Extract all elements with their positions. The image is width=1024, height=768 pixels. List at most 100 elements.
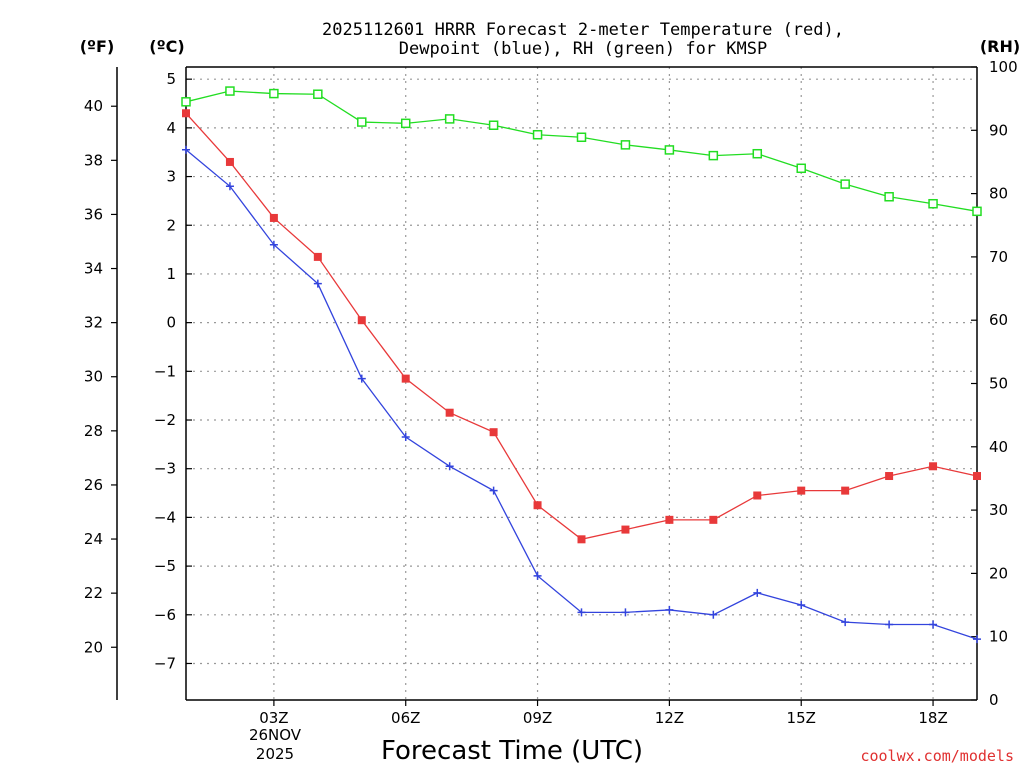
temperature-point: [753, 491, 762, 500]
dewpoint-point: [357, 374, 366, 383]
dewpoint-point: [929, 620, 938, 629]
x-tick-label: 09Z: [523, 709, 552, 727]
dewpoint-point: [885, 620, 894, 629]
rh-tick-label: 60: [989, 311, 1008, 329]
rh-line: [185, 90, 978, 212]
celsius-unit-label: (ºC): [149, 37, 184, 56]
rh-tick-label: 50: [989, 375, 1008, 393]
rh-point: [269, 88, 279, 99]
x-tick-label: 03Z: [259, 709, 288, 727]
c-tick-label: 0: [166, 314, 176, 332]
c-tick-label: 3: [166, 168, 176, 186]
dewpoint-point: [445, 462, 454, 471]
credit-link[interactable]: coolwx.com/models: [860, 747, 1014, 765]
temperature-point: [621, 525, 630, 534]
temperature-point: [577, 535, 586, 544]
f-tick-label: 38: [84, 151, 103, 169]
temperature-point: [709, 515, 718, 524]
x-tick-label: 18Z: [918, 709, 947, 727]
temperature-line: [185, 112, 978, 541]
data-series: [181, 86, 982, 644]
dewpoint-point: [973, 635, 981, 644]
c-tick-label: 5: [166, 70, 176, 88]
dewpoint-point: [533, 571, 542, 580]
f-tick-label: 32: [84, 314, 103, 332]
rh-point: [752, 148, 763, 159]
temperature-point: [929, 462, 938, 471]
rh-tick-label: 10: [989, 628, 1008, 646]
f-tick-label: 36: [84, 205, 103, 223]
rh-point: [444, 114, 455, 124]
rh-tick-label: 100: [989, 58, 1018, 76]
rh-point: [532, 129, 543, 140]
rh-point: [488, 120, 499, 130]
rh-tick-label: 20: [989, 564, 1008, 582]
rh-point: [357, 117, 367, 127]
c-tick-label: −7: [154, 654, 176, 672]
rh-tick-label: 0: [989, 691, 999, 709]
temperature-point: [445, 408, 454, 417]
chart-title-line2: Dewpoint (blue), RH (green) for KMSP: [399, 39, 767, 59]
temperature-point: [225, 157, 234, 166]
temperature-point: [182, 109, 190, 118]
rh-point: [620, 140, 631, 150]
temperature-point: [401, 374, 410, 383]
rh-tick-label: 90: [989, 121, 1008, 139]
rh-point: [664, 145, 675, 155]
c-tick-label: −4: [154, 508, 176, 526]
dewpoint-point: [621, 608, 630, 617]
c-tick-label: −3: [154, 460, 176, 478]
x-axis-label: Forecast Time (UTC): [381, 736, 643, 766]
rh-point: [884, 192, 894, 202]
dewpoint-point: [709, 610, 718, 619]
dewpoint-point: [313, 279, 322, 288]
date-label-line1: 26NOV: [249, 726, 302, 744]
temperature-point: [313, 252, 322, 261]
rh-point: [400, 118, 411, 129]
x-tick-label: 06Z: [391, 709, 420, 727]
rh-tick-label: 40: [989, 438, 1008, 456]
f-tick-label: 28: [84, 422, 103, 440]
rh-series: [181, 86, 982, 217]
temperature-point: [841, 486, 850, 495]
rh-point: [708, 150, 719, 161]
dewpoint-point: [489, 486, 498, 495]
rh-point: [796, 163, 806, 174]
f-tick-label: 26: [84, 476, 103, 494]
date-label-line2: 2025: [256, 745, 294, 763]
f-tick-label: 34: [84, 260, 103, 278]
f-tick-label: 24: [84, 530, 103, 548]
f-tick-label: 30: [84, 368, 103, 386]
rh-tick-label: 80: [989, 185, 1008, 203]
rh-point: [928, 198, 938, 209]
rh-point: [840, 179, 850, 189]
dewpoint-point: [665, 605, 674, 614]
c-tick-label: 2: [166, 216, 176, 234]
axes: [111, 66, 978, 706]
dewpoint-point: [401, 433, 410, 442]
tick-labels: 03Z 06Z 09Z 12Z 15Z 18Z543210−1−2−3−4−5−6−740…: [84, 58, 1018, 727]
chart-title-line1: 2025112601 HRRR Forecast 2-meter Tempera…: [322, 20, 844, 40]
temperature-point: [533, 501, 542, 510]
c-tick-label: −2: [154, 411, 176, 429]
rh-point: [313, 89, 323, 99]
x-tick-label: 12Z: [655, 709, 684, 727]
grid-lines: [186, 67, 977, 700]
temperature-series: [182, 109, 981, 544]
rh-tick-label: 30: [989, 501, 1008, 519]
temperature-point: [885, 472, 894, 481]
temperature-point: [665, 515, 674, 524]
f-tick-label: 40: [84, 97, 103, 115]
dewpoint-point: [225, 182, 234, 191]
temperature-point: [489, 428, 498, 437]
dewpoint-point: [753, 588, 762, 597]
dewpoint-point: [269, 240, 278, 249]
dewpoint-point: [797, 601, 806, 610]
temperature-point: [973, 472, 981, 481]
c-tick-label: 4: [166, 119, 176, 137]
temperature-point: [797, 486, 806, 495]
c-tick-label: −6: [154, 606, 176, 624]
dewpoint-point: [841, 618, 850, 627]
f-tick-label: 22: [84, 584, 103, 602]
